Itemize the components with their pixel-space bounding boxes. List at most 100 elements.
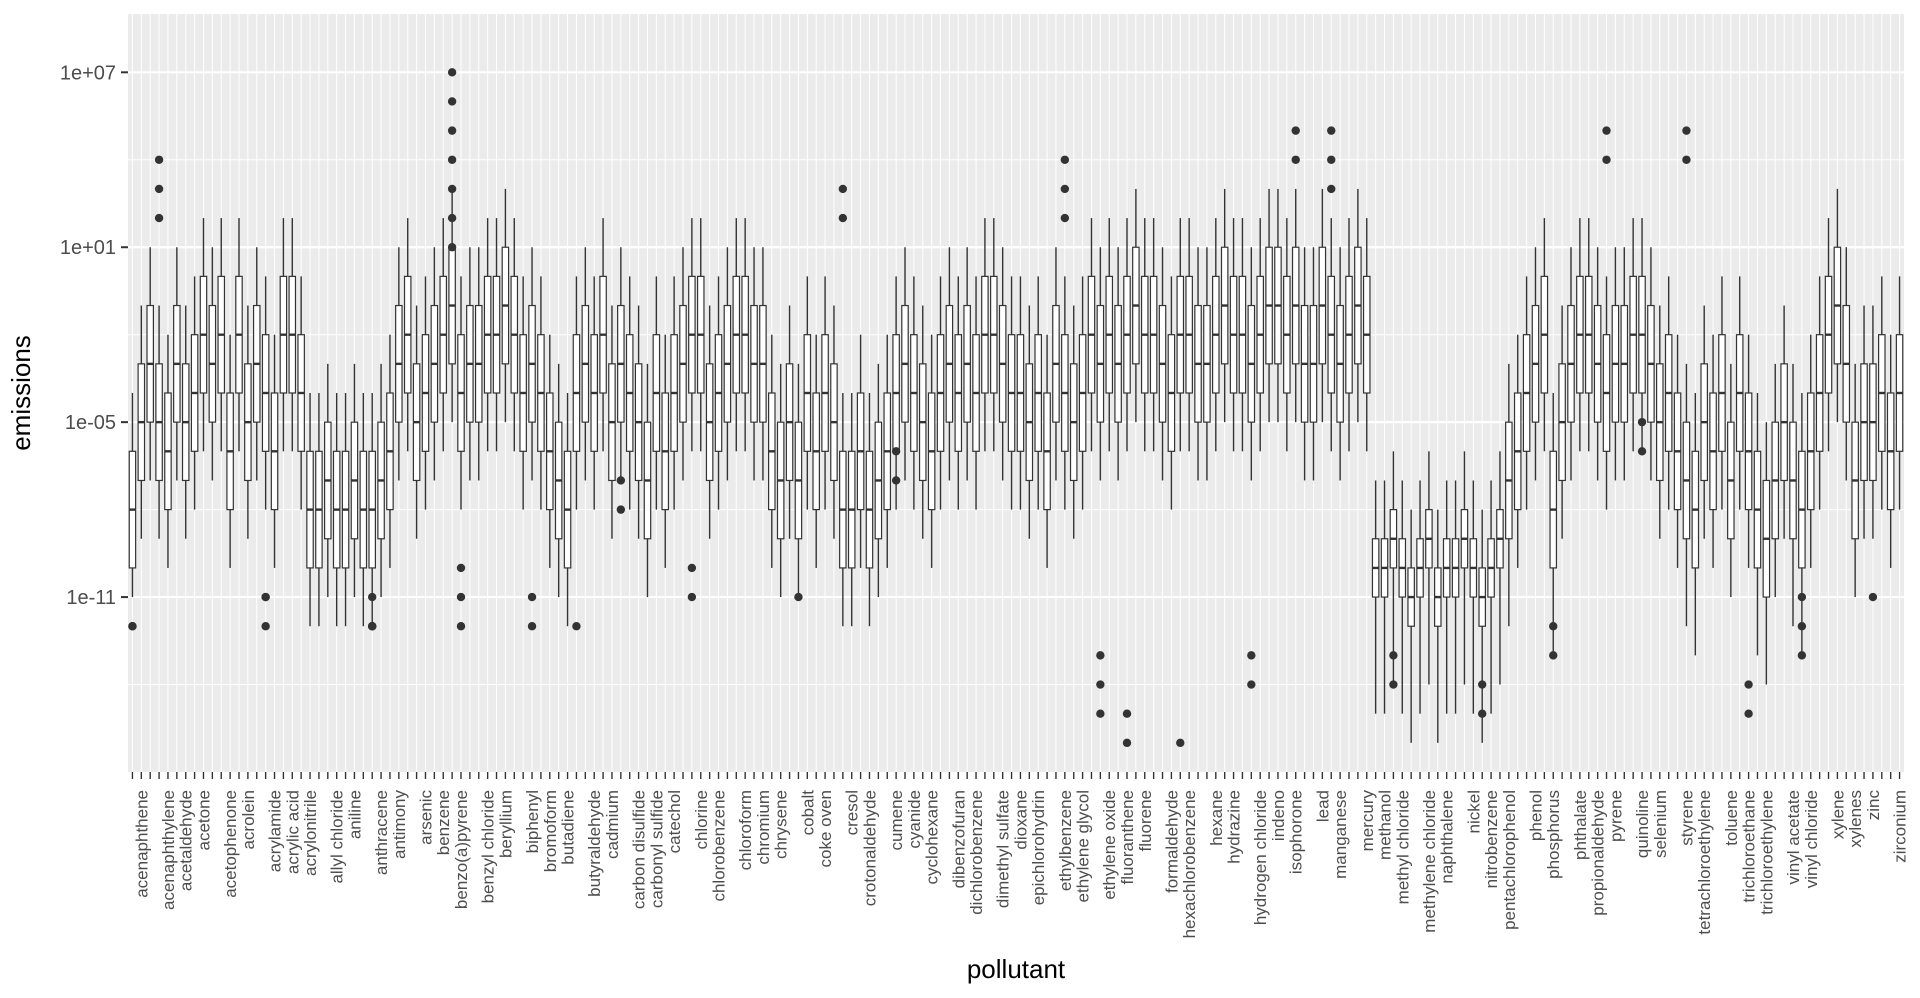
- outlier-point: [1176, 738, 1185, 748]
- box-144: [1407, 509, 1415, 743]
- box-111: [1114, 247, 1122, 481]
- outlier-point: [1797, 651, 1807, 660]
- y-tick-label: 1e+07: [60, 62, 116, 84]
- box-175: [1682, 363, 1691, 627]
- box-193: [1842, 247, 1851, 481]
- box-99: [1007, 276, 1016, 510]
- box-133: [1309, 247, 1318, 481]
- box-84: [874, 363, 883, 598]
- box-160: [1549, 393, 1558, 656]
- box-46: [537, 276, 545, 510]
- box-197: [1878, 276, 1886, 510]
- box-14: [252, 247, 261, 481]
- outlier-point: [1682, 126, 1691, 135]
- box-170: [1638, 218, 1646, 452]
- box-47: [546, 334, 554, 568]
- box-85: [883, 334, 892, 568]
- x-tick-label: butadiene: [559, 790, 578, 865]
- box-177: [1700, 305, 1708, 539]
- outlier-point: [1291, 155, 1300, 164]
- x-tick-label: vinyl acetate: [1784, 790, 1803, 885]
- box-37: [457, 276, 465, 510]
- box-150: [1460, 451, 1469, 685]
- x-tick-label: epichlorohydrin: [1029, 790, 1048, 905]
- box-147: [1434, 509, 1442, 743]
- x-tick-label: pentachlorophenol: [1500, 790, 1519, 930]
- box-17: [279, 218, 288, 452]
- outlier-point: [154, 155, 164, 164]
- box-59: [652, 276, 661, 510]
- x-tick-label: beryllium: [496, 790, 515, 858]
- box-180: [1727, 363, 1735, 598]
- x-tick-label: methyl chloride: [1393, 790, 1412, 904]
- box-100: [1016, 276, 1025, 510]
- x-tick-label: carbonyl sulfide: [647, 790, 666, 908]
- outlier-point: [838, 213, 848, 223]
- box-35: [439, 218, 448, 452]
- box-138: [1354, 188, 1362, 423]
- outlier-point: [1247, 680, 1256, 689]
- box-34: [430, 247, 439, 481]
- box-165: [1593, 247, 1602, 481]
- boxes-layer: [128, 68, 1904, 748]
- box-128: [1265, 188, 1273, 423]
- box-176: [1691, 393, 1700, 656]
- box-79: [830, 305, 838, 539]
- outlier-point: [1327, 184, 1336, 194]
- box-24: [341, 393, 350, 627]
- box-96: [981, 218, 989, 452]
- outlier-point: [527, 592, 537, 602]
- box-131: [1291, 188, 1300, 423]
- box-182: [1744, 334, 1753, 568]
- x-tick-label: trichloroethylene: [1757, 790, 1776, 915]
- outlier-point: [1549, 622, 1558, 631]
- box-38: [466, 247, 474, 481]
- outlier-point: [447, 68, 457, 77]
- x-tick-label: hexane: [1207, 790, 1226, 846]
- box-174: [1673, 334, 1682, 568]
- outlier-point: [687, 592, 697, 602]
- x-tick-label: ethylene glycol: [1074, 790, 1093, 902]
- box-196: [1869, 305, 1877, 539]
- x-tick-label: aniline: [345, 790, 364, 839]
- box-103: [1043, 334, 1051, 568]
- box-151: [1469, 480, 1478, 714]
- box-199: [1895, 276, 1904, 510]
- box-55: [617, 247, 625, 481]
- x-tick-label: nitrobenzene: [1482, 790, 1501, 888]
- box-45: [528, 247, 536, 481]
- x-tick-label: acrolein: [239, 790, 258, 850]
- y-axis-title: emissions: [6, 335, 36, 451]
- x-tick-label: acrylamide: [266, 790, 285, 872]
- box-29: [386, 334, 394, 568]
- box-11: [226, 334, 234, 568]
- x-tick-label: mercury: [1358, 790, 1377, 852]
- x-tick-label: chloroform: [736, 790, 755, 870]
- outlier-point: [1868, 592, 1878, 602]
- outlier-point: [616, 505, 626, 514]
- outlier-point: [1389, 680, 1398, 689]
- outlier-point: [1478, 709, 1487, 718]
- x-tick-label: xylenes: [1846, 790, 1865, 848]
- box-87: [901, 247, 909, 481]
- outlier-point: [1096, 680, 1105, 689]
- box-185: [1771, 363, 1780, 598]
- box-30: [395, 247, 403, 481]
- box-192: [1833, 188, 1842, 423]
- y-tick-label: 1e-05: [65, 412, 116, 434]
- box-25: [350, 363, 359, 598]
- outlier-point: [1602, 126, 1611, 135]
- x-tick-label: lead: [1313, 790, 1332, 822]
- box-186: [1780, 305, 1788, 539]
- x-tick-label: acenaphthylene: [159, 790, 178, 910]
- box-68: [732, 218, 741, 452]
- x-tick-label: chrysene: [772, 790, 791, 859]
- box-164: [1584, 218, 1593, 452]
- outlier-point: [368, 622, 377, 631]
- box-198: [1886, 334, 1895, 568]
- box-63: [688, 218, 696, 452]
- box-67: [723, 247, 732, 481]
- box-5: [173, 247, 181, 481]
- box-65: [705, 305, 714, 539]
- x-tick-label: acrylonitrile: [301, 790, 320, 876]
